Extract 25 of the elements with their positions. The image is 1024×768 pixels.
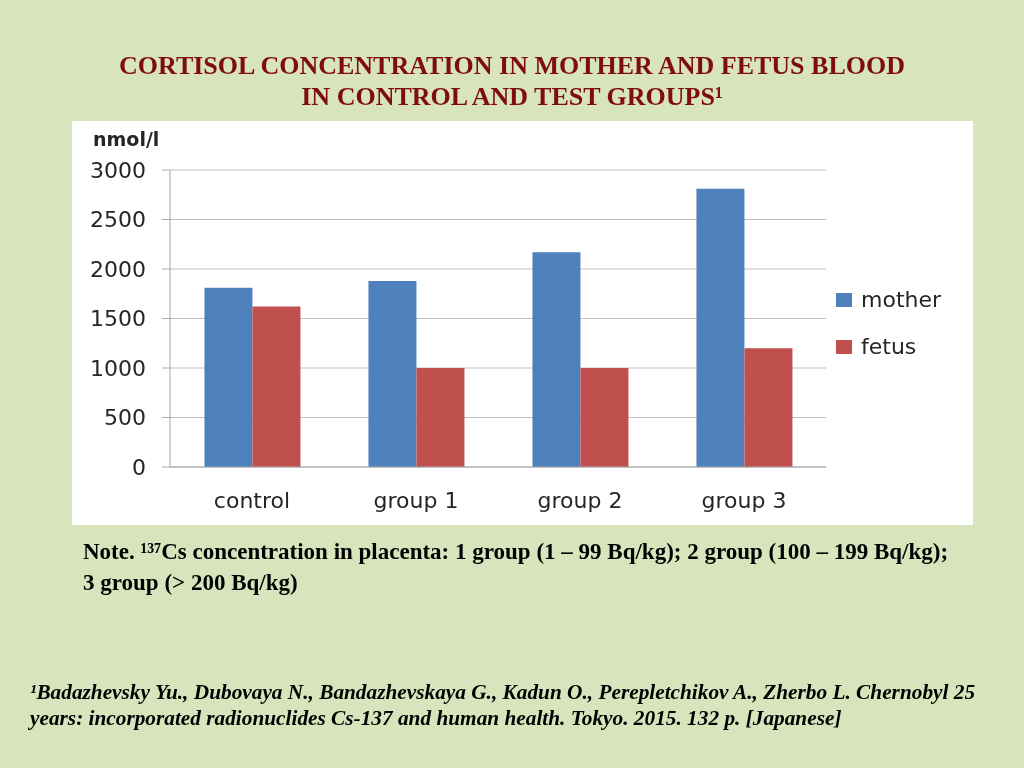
legend-label: fetus [861,334,917,359]
x-tick-label: control [213,487,291,513]
bar [744,348,793,467]
y-axis-title: nmol/l [93,128,160,150]
y-tick-label: 3000 [90,157,146,183]
text: ¹Badazhevsky Yu., Dubovaya N., Bandazhevskaya G., Kadun O., Perepletchikov A., Zherbo L. Chernobyl 25 years: incorporated radionuclides Cs-137 and human health. Tokyo. 2015. 132 p. [Japanese] [30,679,977,731]
bar [368,280,417,467]
y-tick-label: 1000 [90,355,146,381]
y-tick-label: 2500 [90,207,146,233]
bar [204,287,253,467]
y-tick-label: 2000 [90,256,146,282]
y-tick-label: 1500 [90,306,146,332]
bar [252,306,301,467]
bar [696,188,745,467]
x-tick-label: group 1 [373,487,459,513]
text: Note. ¹³⁷Cs concentration in placenta: 1 group (1 – 99 Bq/kg); 2 group (100 – 199 Bq/kg); 3 group (> 200 Bq/kg) [83,538,950,597]
bar [416,368,465,467]
bar [580,368,629,467]
bar [532,252,581,467]
chart-title: CORTISOL CONCENTRATION IN MOTHER AND FETUS BLOOD IN CONTROL AND TEST GROUPS¹ [118,50,906,112]
legend-label: mother [861,287,942,312]
x-tick-label: group 2 [537,487,623,513]
y-tick-label: 0 [132,454,146,480]
y-tick-label: 500 [104,405,146,431]
x-tick-label: group 3 [701,487,787,513]
